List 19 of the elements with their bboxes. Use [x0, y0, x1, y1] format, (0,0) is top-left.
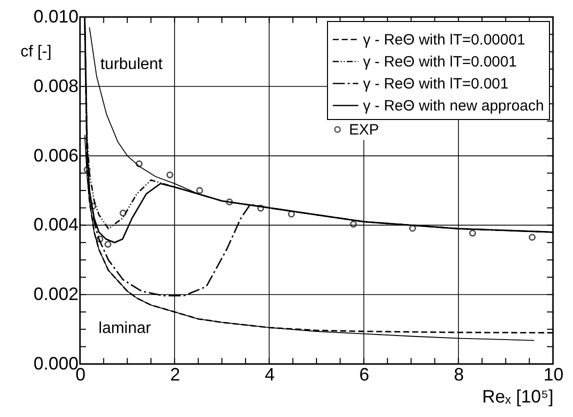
legend-label: γ - ReΘ with lT=0.00001 [363, 32, 526, 48]
legend-label: EXP [349, 122, 380, 138]
annotation: turbulent [100, 56, 164, 74]
x-tick-label: 6 [359, 364, 370, 384]
y-tick-label: 0.008 [33, 76, 78, 96]
y-axis-title: cf [-] [20, 44, 52, 60]
y-tick-label: 0.002 [33, 284, 78, 304]
annotation: laminar [98, 320, 152, 338]
x-tick-label: 8 [454, 364, 464, 384]
y-tick-label: 0.004 [33, 214, 78, 235]
x-axis-title: Reₓ [10⁵] [482, 386, 554, 406]
legend-label: γ - ReΘ with lT=0.001 [363, 76, 508, 92]
x-tick-label: 2 [170, 364, 180, 384]
x-tick-label: 10 [543, 364, 564, 384]
legend-label: γ - ReΘ with new approach [363, 98, 544, 114]
y-tick-label: 0.010 [33, 6, 78, 26]
x-tick-label: 4 [264, 364, 275, 384]
legend-label: γ - ReΘ with lT=0.0001 [363, 54, 517, 70]
y-tick-label: 0.006 [33, 145, 78, 166]
